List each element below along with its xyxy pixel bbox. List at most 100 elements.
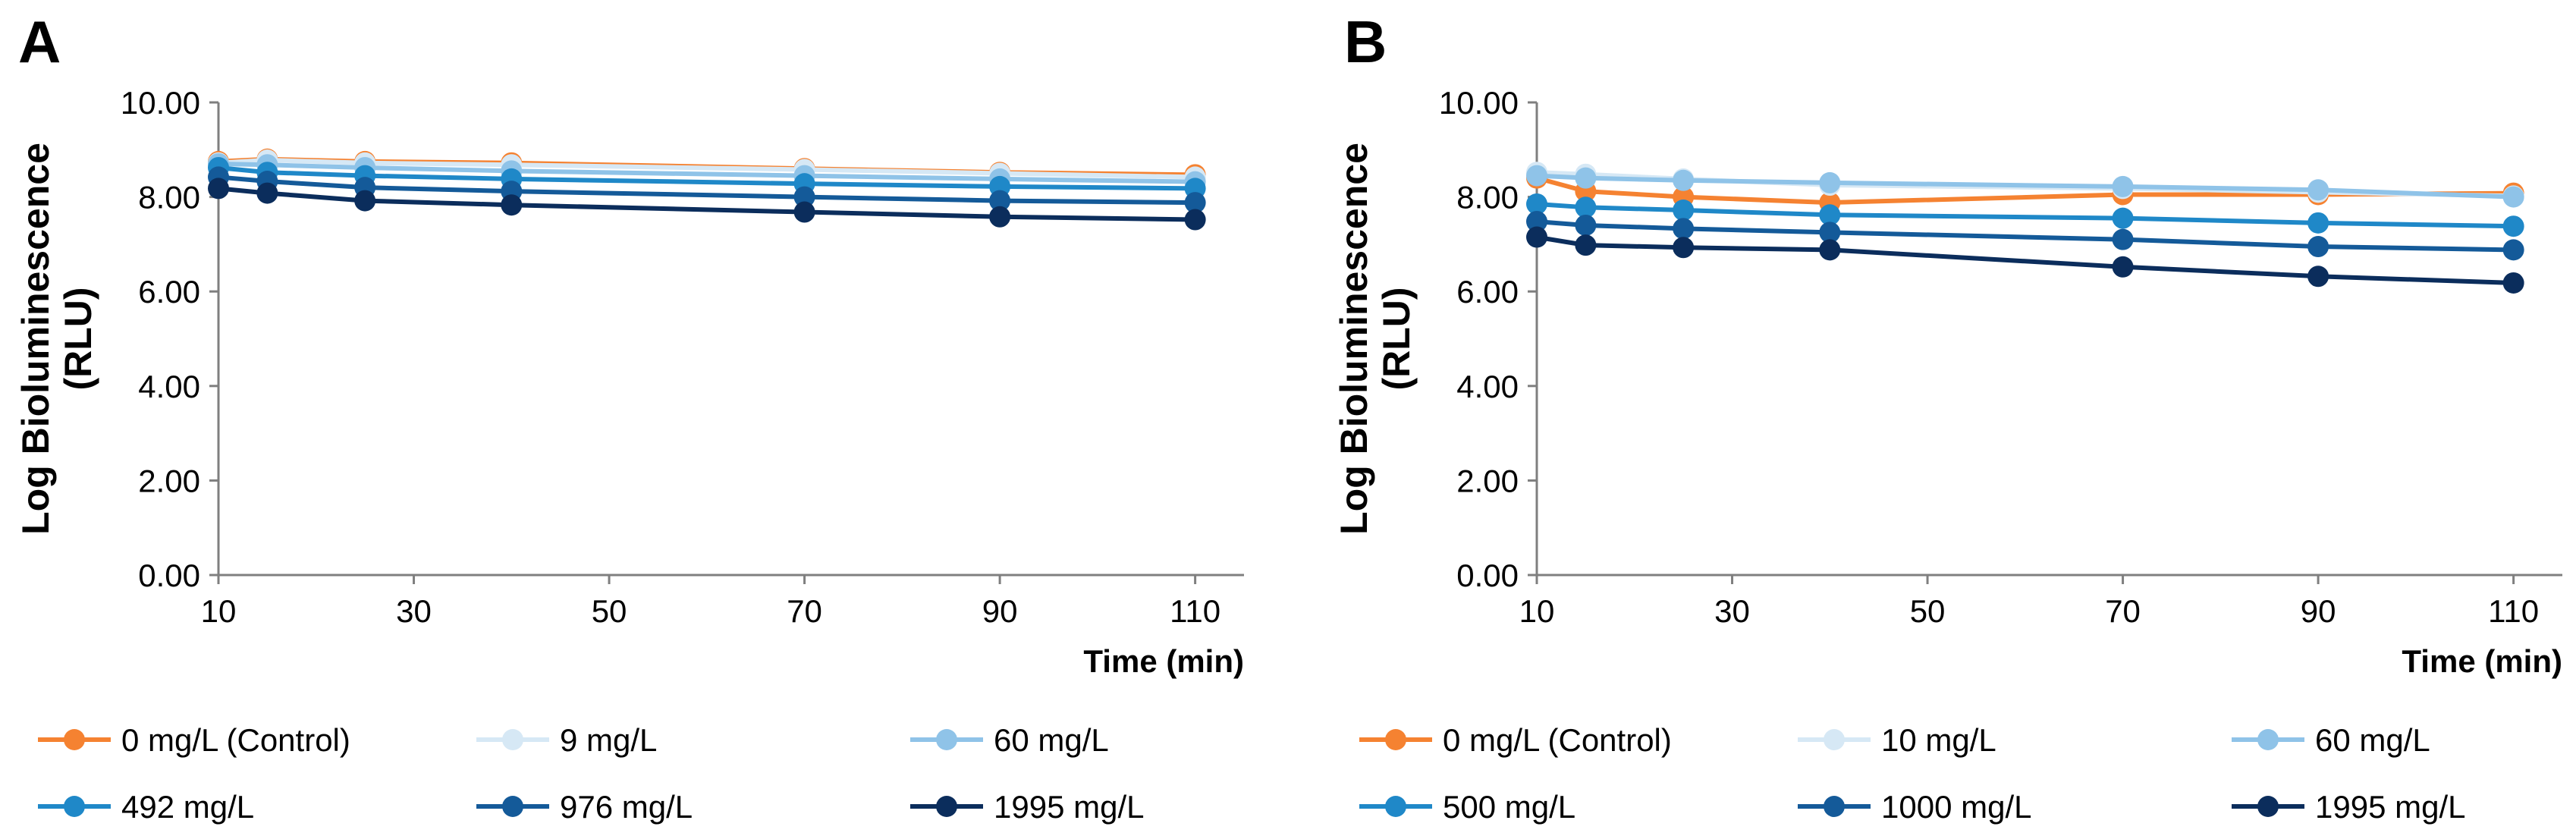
data-point <box>1575 196 1597 218</box>
data-point <box>2307 236 2329 258</box>
data-point <box>208 178 229 200</box>
legend-marker <box>1385 796 1406 817</box>
data-point <box>793 186 815 208</box>
x-tick-label: 70 <box>2105 593 2141 629</box>
legend-item: 1000 mg/L <box>1798 789 2031 825</box>
legend-label: 10 mg/L <box>1881 722 1996 758</box>
x-tick-label: 90 <box>982 593 1018 629</box>
x-tick-label: 30 <box>1714 593 1750 629</box>
data-point <box>2502 215 2524 237</box>
data-point <box>1575 214 1597 236</box>
legend-marker <box>502 796 523 817</box>
legend-item: 1995 mg/L <box>910 789 1144 825</box>
legend-item: 0 mg/L (Control) <box>38 722 350 758</box>
y-tick-label: 6.00 <box>1456 274 1519 310</box>
data-point <box>1526 193 1547 215</box>
legend-item: 492 mg/L <box>38 789 254 825</box>
y-tick-label: 0.00 <box>138 558 200 593</box>
x-axis-title: Time (min) <box>1083 643 1244 679</box>
legend-item: 1995 mg/L <box>2232 789 2465 825</box>
data-point <box>2112 256 2134 278</box>
panel-label: B <box>1344 8 1387 75</box>
data-point <box>989 190 1011 212</box>
y-tick-label: 10.00 <box>1439 85 1519 121</box>
legend-item: 9 mg/L <box>476 722 657 758</box>
legend-marker <box>936 729 957 750</box>
legend-label: 60 mg/L <box>2315 722 2430 758</box>
data-point <box>2502 239 2524 261</box>
legend-label: 500 mg/L <box>1443 789 1575 825</box>
x-tick-label: 90 <box>2301 593 2336 629</box>
legend-label: 1995 mg/L <box>2315 789 2465 825</box>
data-point <box>2112 175 2134 197</box>
data-point <box>1819 222 1841 244</box>
legend-item: 0 mg/L (Control) <box>1359 722 1672 758</box>
legend-marker <box>2257 729 2279 750</box>
legend-item: 500 mg/L <box>1359 789 1575 825</box>
y-tick-label: 4.00 <box>138 369 200 404</box>
series-1995-mg-l <box>1526 226 2524 294</box>
x-tick-label: 110 <box>2488 593 2539 629</box>
legend: 0 mg/L (Control) 10 mg/L 60 mg/L 500 mg/L 10… <box>1359 722 2465 825</box>
legend-label: 1000 mg/L <box>1881 789 2031 825</box>
data-point <box>2112 207 2134 229</box>
legend-marker <box>936 796 957 817</box>
y-axis-title: Log Bioluminescence(RLU) <box>14 143 99 535</box>
data-point <box>1819 239 1841 261</box>
data-point <box>1673 237 1695 259</box>
legend-item: 976 mg/L <box>476 789 693 825</box>
data-point <box>256 182 278 204</box>
legend-label: 1995 mg/L <box>994 789 1144 825</box>
x-tick-label: 70 <box>787 593 822 629</box>
series-500-mg-l <box>1526 193 2524 237</box>
legend-item: 60 mg/L <box>910 722 1109 758</box>
chart-panel-a: A 0.00 2.00 4.00 6.00 8.00 10.00 10 30 50 70 90 110 T… <box>14 8 1244 825</box>
legend-marker <box>64 729 85 750</box>
x-axis-title: Time (min) <box>2402 643 2562 679</box>
data-point <box>989 206 1011 228</box>
legend-marker <box>502 729 523 750</box>
legend-item: 10 mg/L <box>1798 722 1996 758</box>
data-point <box>1575 167 1597 189</box>
legend-label: 60 mg/L <box>994 722 1109 758</box>
y-tick-label: 10.00 <box>121 85 200 121</box>
x-tick-label: 50 <box>1910 593 1946 629</box>
legend: 0 mg/L (Control) 9 mg/L 60 mg/L 492 mg/L 976… <box>38 722 1144 825</box>
data-point <box>1575 234 1597 256</box>
series-1995-mg-l <box>208 178 1206 231</box>
data-point <box>501 194 523 216</box>
data-point <box>354 190 376 212</box>
data-point <box>1184 192 1206 214</box>
data-point <box>2307 212 2329 234</box>
legend-label: 0 mg/L (Control) <box>121 722 350 758</box>
legend-label: 9 mg/L <box>560 722 657 758</box>
data-point <box>2307 266 2329 288</box>
y-axis-title: Log Bioluminescence(RLU) <box>1333 143 1418 535</box>
legend-item: 60 mg/L <box>2232 722 2430 758</box>
data-point <box>2307 179 2329 201</box>
legend-marker <box>1824 796 1845 817</box>
x-tick-label: 10 <box>1519 593 1555 629</box>
series-1000-mg-l <box>1526 210 2524 261</box>
legend-marker <box>1824 729 1845 750</box>
data-point <box>2502 272 2524 294</box>
y-tick-label: 8.00 <box>1456 180 1519 215</box>
data-point <box>2502 186 2524 208</box>
legend-marker <box>1385 729 1406 750</box>
y-tick-label: 4.00 <box>1456 369 1519 404</box>
y-tick-label: 0.00 <box>1456 558 1519 593</box>
y-tick-label: 8.00 <box>138 180 200 215</box>
legend-marker <box>64 796 85 817</box>
series-60-mg-l <box>1526 165 2524 208</box>
x-tick-label: 30 <box>396 593 432 629</box>
legend-label: 0 mg/L (Control) <box>1443 722 1672 758</box>
x-tick-label: 50 <box>592 593 627 629</box>
y-tick-label: 2.00 <box>138 463 200 498</box>
x-tick-label: 10 <box>201 593 237 629</box>
y-tick-label: 6.00 <box>138 274 200 310</box>
data-point <box>1673 218 1695 240</box>
data-point <box>1526 210 1547 232</box>
data-point <box>1526 165 1547 187</box>
data-point <box>1819 204 1841 226</box>
